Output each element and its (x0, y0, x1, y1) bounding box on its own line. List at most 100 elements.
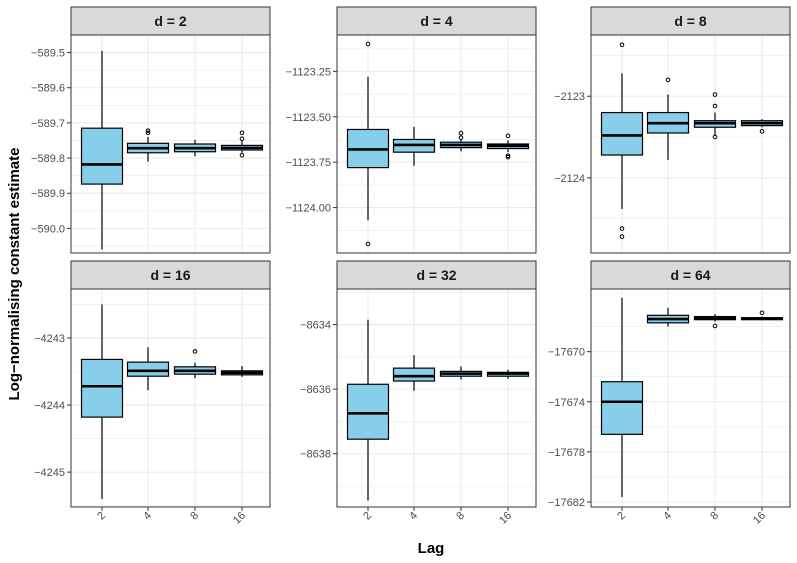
outlier-point (759, 129, 765, 134)
box-lag-16 (740, 310, 784, 321)
x-tick-label: 2 (361, 510, 374, 523)
panel-border (70, 34, 271, 254)
facet-strip (336, 6, 537, 36)
y-tick-label: −8638 (300, 449, 331, 461)
y-tick-label: −17674 (548, 397, 585, 409)
facet-strip (590, 260, 791, 290)
facet-panel: d = 16 −4243 −4244 −4245 2 4 8 16 (34, 260, 271, 527)
x-tick-label: 8 (188, 510, 201, 523)
y-tick-label: −2124 (554, 173, 585, 185)
box-lag-2 (80, 50, 124, 250)
x-tick-label: 4 (141, 510, 154, 523)
box-iqr (126, 361, 170, 377)
y-tick-label: −589.6 (31, 83, 65, 95)
facet-panel: d = 64 −17670 −17674 −17678 −17682 2 4 8 16 (548, 260, 791, 527)
box-lag-8 (173, 349, 217, 379)
box-lag-4 (392, 355, 436, 391)
box-lag-16 (220, 366, 264, 377)
box-lag-16 (220, 130, 264, 158)
outlier-point (239, 152, 245, 158)
box-iqr (80, 358, 124, 418)
x-tick-label: 4 (407, 510, 420, 523)
facet-panels: d = 2 −589.5 −589.6 −589.7 −589.8 −589.9 −590.… (31, 6, 791, 527)
box-lag-16 (486, 369, 530, 379)
box-lag-8 (173, 139, 217, 157)
box-lag-4 (126, 347, 170, 391)
facet-title: d = 2 (154, 13, 187, 29)
y-tick-label: −590.0 (31, 223, 65, 235)
box-lag-4 (392, 126, 436, 166)
facet-title: d = 64 (670, 267, 710, 283)
box-iqr (600, 111, 644, 156)
box-lag-2 (80, 304, 124, 499)
x-tick-label: 8 (708, 510, 721, 523)
facet-title: d = 4 (420, 13, 453, 29)
outlier-point (619, 234, 625, 239)
y-tick-label: −8636 (300, 384, 331, 396)
outlier-point (619, 42, 625, 48)
x-tick-label: 16 (231, 510, 248, 527)
y-tick-label: −589.7 (31, 118, 65, 130)
x-tick-label: 16 (497, 510, 514, 527)
outlier-point (239, 136, 245, 142)
box-iqr (392, 367, 436, 382)
outlier-point (712, 92, 718, 97)
outlier-point (458, 130, 464, 136)
outlier-point (458, 135, 464, 140)
box-iqr (600, 381, 644, 435)
outlier-point (505, 133, 511, 139)
outlier-point (759, 310, 765, 316)
outlier-point (145, 128, 151, 133)
panel-border (336, 34, 537, 254)
box-lag-8 (693, 92, 737, 140)
y-tick-label: −1124.00 (286, 203, 331, 215)
y-tick-label: −17670 (548, 347, 585, 359)
facet-strip (70, 260, 271, 290)
box-iqr (80, 127, 124, 185)
facet-strip (336, 260, 537, 290)
box-lag-16 (486, 133, 530, 160)
facet-strip (70, 6, 271, 36)
y-tick-label: −17678 (548, 447, 585, 459)
facet-title: d = 8 (674, 13, 707, 29)
outlier-point (365, 241, 371, 247)
x-tick-label: 4 (661, 510, 674, 523)
x-axis-title: Lag (418, 540, 445, 557)
x-tick-label: 2 (615, 510, 628, 523)
outlier-point (192, 349, 198, 354)
outlier-point (712, 103, 718, 109)
box-iqr (346, 383, 390, 440)
y-axis-title: Log−normalising constant estimate (6, 148, 23, 401)
y-tick-label: −4243 (34, 333, 65, 345)
outlier-point (505, 154, 511, 160)
facet-panel: d = 2 −589.5 −589.6 −589.7 −589.8 −589.9 −590.… (31, 6, 271, 254)
y-tick-label: −1123.75 (286, 157, 331, 169)
y-tick-label: −589.9 (31, 188, 65, 200)
facet-panel: d = 8 −2123 −2124 (554, 6, 791, 254)
x-tick-label: 16 (751, 510, 768, 527)
outlier-point (145, 130, 151, 136)
box-lag-8 (439, 130, 483, 152)
box-lag-4 (646, 307, 690, 327)
y-tick-label: −589.8 (31, 153, 65, 165)
outlier-point (665, 77, 671, 83)
facet-title: d = 32 (416, 267, 456, 283)
outlier-point (712, 323, 718, 329)
panel-border (590, 288, 791, 508)
box-lag-8 (693, 314, 737, 329)
y-tick-label: −2123 (554, 91, 585, 103)
y-tick-label: −1123.25 (286, 66, 331, 78)
box-lag-2 (600, 297, 644, 497)
facet-title: d = 16 (150, 267, 190, 283)
x-tick-label: 8 (454, 510, 467, 523)
box-lag-8 (439, 366, 483, 380)
outlier-point (619, 226, 625, 231)
y-tick-label: −589.5 (31, 48, 65, 60)
y-tick-label: −17682 (548, 497, 585, 509)
facet-panel: d = 32 −8634 −8636 −8638 2 4 8 16 (300, 260, 537, 527)
outlier-point (365, 41, 371, 47)
outlier-point (712, 134, 718, 140)
x-tick-label: 2 (95, 510, 108, 523)
y-tick-label: −4244 (34, 400, 65, 412)
